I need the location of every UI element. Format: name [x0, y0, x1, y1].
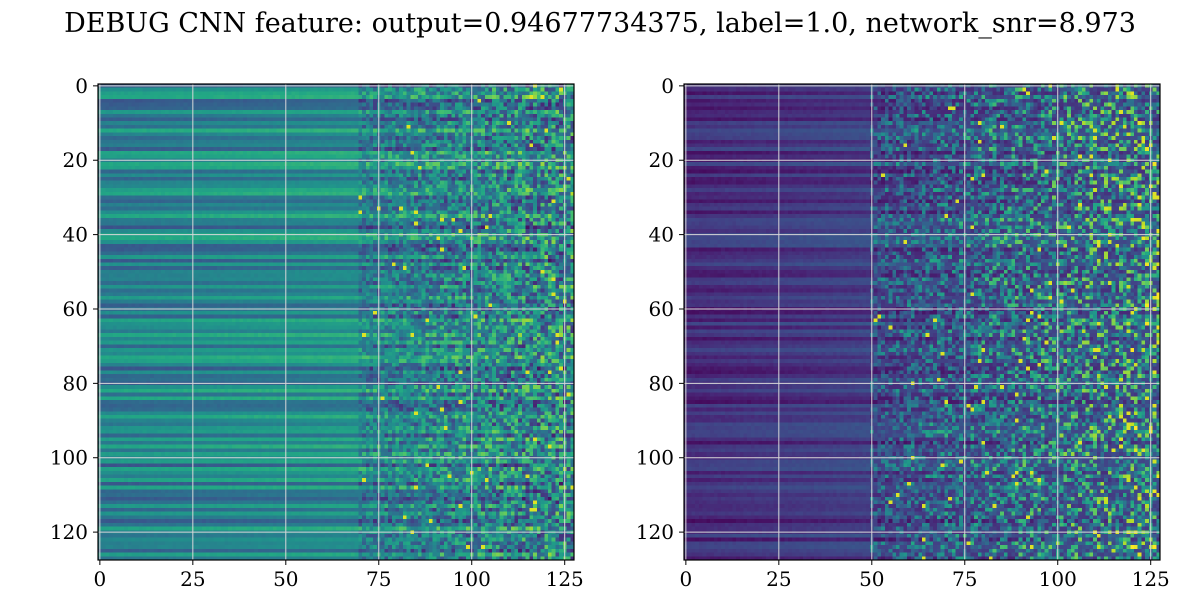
left-x-tick-label: 75: [366, 567, 391, 591]
left-heatmap-image: [98, 84, 574, 560]
left-y-tick-label: 60: [63, 297, 88, 321]
right-y-tick-label: 100: [636, 446, 674, 470]
right-y-tick-label: 120: [636, 520, 674, 544]
left-y-tick-label: 100: [50, 446, 88, 470]
right-y-tick-label: 60: [649, 297, 674, 321]
right-x-tick-label: 25: [766, 567, 791, 591]
right-heatmap-panel: 0 25 50 75 100 125 0 20 40 60 80 100 120: [636, 74, 1170, 591]
right-x-tick-label: 50: [859, 567, 884, 591]
left-x-tick-label: 25: [180, 567, 205, 591]
right-x-tick-label: 100: [1039, 567, 1077, 591]
right-y-tick-label: 0: [661, 74, 674, 98]
right-x-tick-label: 125: [1132, 567, 1170, 591]
right-x-tick-label: 0: [679, 567, 692, 591]
right-y-tick-label: 80: [649, 371, 674, 395]
left-y-tick-label: 40: [63, 223, 88, 247]
right-heatmap-image: [684, 84, 1160, 560]
left-x-tick-label: 125: [546, 567, 584, 591]
right-y-tick-label: 40: [649, 223, 674, 247]
left-y-tick-label: 20: [63, 148, 88, 172]
left-y-tick-label: 80: [63, 371, 88, 395]
right-x-tick-label: 75: [952, 567, 977, 591]
left-x-tick-label: 50: [273, 567, 298, 591]
left-axes-frame: [97, 83, 575, 561]
right-y-tick-label: 20: [649, 148, 674, 172]
left-x-tick-label: 100: [453, 567, 491, 591]
left-y-tick-label: 0: [75, 74, 88, 98]
left-x-tick-label: 0: [93, 567, 106, 591]
left-heatmap-panel: 0 25 50 75 100 125 0 20 40 60 80 100 120: [50, 74, 584, 591]
figure-title: DEBUG CNN feature: output=0.94677734375,…: [64, 8, 1136, 39]
left-y-tick-label: 120: [50, 520, 88, 544]
right-axes-frame: [683, 83, 1161, 561]
